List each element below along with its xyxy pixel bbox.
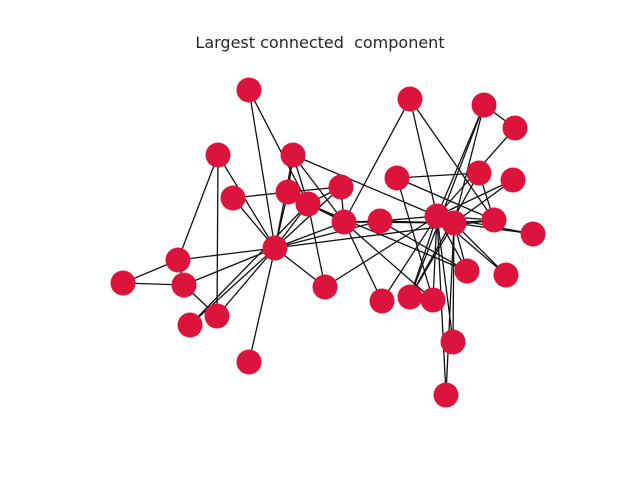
graph-edge [436,215,454,343]
graph-node [236,77,262,103]
graph-edge [343,98,411,223]
graph-node [397,284,423,310]
graph-node [171,272,197,298]
graph-edge [177,247,276,261]
graph-edge [343,221,383,302]
graph-edge [452,222,455,343]
graph-edge [189,247,276,326]
graph-edge [216,247,276,317]
graph-node [440,329,466,355]
graph-node [236,349,262,375]
graph-node [471,92,497,118]
graph-edge [177,154,219,261]
graph-edge [189,203,309,326]
graph-node [275,179,301,205]
graph-node [110,270,136,296]
graph-node [420,287,446,313]
graph-node [384,165,410,191]
graph-edge [436,104,485,217]
graph-node [220,185,246,211]
graph-node [367,208,393,234]
graph-node [397,86,423,112]
graph-node [331,209,357,235]
graph-edge [409,215,438,298]
graph-edge [292,154,438,217]
graph-node [262,235,288,261]
graph-edge [381,215,438,302]
graph-edge [432,215,438,301]
graph-node [466,160,492,186]
graph-edge [453,104,485,224]
edge-layer [122,89,534,396]
graph-edge [307,203,326,288]
node-layer [110,77,546,408]
graph-edge [409,98,438,217]
graph-edge [396,177,434,301]
graph-node [454,258,480,284]
graph-node [520,221,546,247]
graph-node [500,167,526,193]
graph-edge [343,221,434,301]
graph-edge [274,220,381,249]
graph-edge [396,172,480,179]
graph-node [369,288,395,314]
graph-node [177,312,203,338]
graph-node [502,115,528,141]
graph-node [204,303,230,329]
graph-node [328,174,354,200]
graph-edge [248,247,276,363]
graph-edge [436,179,514,217]
graph-node [424,203,450,229]
graph-node [280,142,306,168]
graph-node [205,142,231,168]
graph-node [312,274,338,300]
graph-edge [217,154,276,249]
graph-edge [324,215,438,288]
graph-edge [409,222,455,298]
graph-node [165,247,191,273]
graph-title: Largest connected component [195,33,445,52]
graph-edge [216,154,219,317]
graph-edge [409,172,480,298]
graph-node [295,191,321,217]
graph-edge [274,186,342,249]
graph-node [493,262,519,288]
graph-edge [409,98,495,221]
graph-node [433,382,459,408]
graph-edge [248,89,276,249]
graph-edge [445,222,455,396]
graph-node [481,207,507,233]
graph-edge [396,177,495,221]
